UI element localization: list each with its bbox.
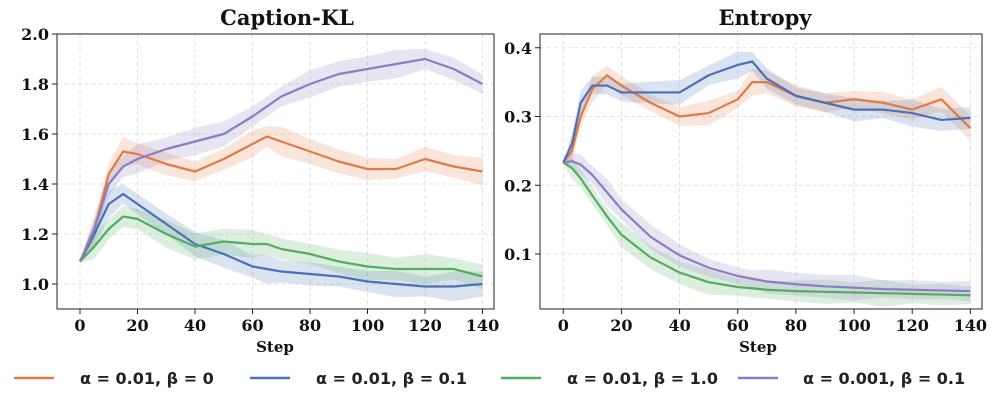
entropy-xlabel: Step	[739, 338, 777, 356]
x-tick-label: 0	[74, 316, 85, 335]
caption-kl-frame	[56, 33, 495, 310]
legend-item: α = 0.01, β = 0	[14, 369, 214, 388]
series-band	[80, 184, 483, 302]
caption-kl-title: Caption-KL	[220, 5, 354, 30]
legend-label: α = 0.01, β = 1.0	[567, 369, 718, 388]
legend-label: α = 0.01, β = 0	[80, 369, 214, 388]
y-tick-label: 1.6	[21, 125, 49, 144]
caption-kl-y-ticks: 1.0 1.2 1.4 1.6 1.8 2.0	[21, 25, 57, 294]
entropy-x-ticks: 0 20 40 60 80 100 120 140	[558, 309, 987, 335]
entropy-y-ticks: 0.1 0.2 0.3 0.4	[504, 39, 540, 264]
legend-label: α = 0.001, β = 0.1	[803, 369, 965, 388]
x-tick-label: 120	[408, 316, 441, 335]
y-tick-label: 1.0	[21, 275, 49, 294]
x-tick-label: 100	[837, 316, 870, 335]
series-line	[562, 74, 972, 164]
entropy-lines	[562, 60, 972, 297]
series-line	[562, 60, 971, 164]
series-line	[78, 57, 484, 262]
series-line	[563, 160, 971, 293]
caption-kl-bands	[80, 49, 483, 302]
y-tick-label: 0.2	[504, 176, 532, 195]
y-tick-label: 0.1	[504, 245, 532, 264]
series-band	[563, 51, 971, 164]
x-tick-label: 60	[241, 316, 263, 335]
y-tick-label: 1.4	[21, 175, 49, 194]
x-tick-label: 100	[351, 316, 384, 335]
y-tick-label: 0.3	[504, 108, 532, 127]
legend-item: α = 0.01, β = 1.0	[501, 369, 718, 388]
entropy-grid	[540, 34, 982, 309]
x-tick-label: 40	[184, 316, 206, 335]
x-tick-label: 120	[896, 316, 929, 335]
caption-kl-panel: Caption-KL 0 20 40 60 80 100 120 140 1.01.21.41…	[21, 5, 499, 356]
series-band	[563, 157, 971, 307]
series-line	[79, 192, 483, 288]
y-tick-label: 1.2	[21, 225, 49, 244]
legend-item: α = 0.01, β = 0.1	[250, 369, 467, 388]
x-tick-label: 0	[558, 316, 569, 335]
series-band	[563, 152, 971, 302]
series-line	[78, 135, 483, 262]
y-tick-label: 2.0	[21, 25, 49, 44]
entropy-panel: Entropy 0 20 40 60 80 100 120 140 0.10.20.30.4 …	[504, 5, 987, 356]
entropy-frame	[539, 33, 983, 310]
x-tick-label: 40	[668, 316, 690, 335]
y-tick-label: 0.4	[504, 39, 532, 58]
caption-kl-lines	[78, 57, 484, 288]
x-tick-label: 20	[126, 316, 148, 335]
y-tick-label: 1.8	[21, 75, 49, 94]
x-tick-label: 80	[785, 316, 807, 335]
x-tick-label: 20	[610, 316, 632, 335]
x-tick-label: 60	[727, 316, 749, 335]
entropy-bands	[563, 51, 971, 307]
series-line	[79, 215, 483, 278]
x-tick-label: 80	[299, 316, 321, 335]
series-band	[563, 65, 971, 164]
entropy-title: Entropy	[719, 5, 813, 30]
x-tick-label: 140	[954, 316, 987, 335]
legend-item: α = 0.001, β = 0.1	[738, 369, 965, 388]
caption-kl-xlabel: Step	[256, 338, 294, 356]
legend: α = 0.01, β = 0 α = 0.01, β = 0.1 α = 0.…	[14, 369, 965, 388]
series-band	[80, 49, 483, 263]
caption-kl-x-ticks: 0 20 40 60 80 100 120 140	[74, 309, 499, 335]
x-tick-label: 140	[466, 316, 499, 335]
series-line	[562, 161, 971, 297]
series-band	[80, 126, 483, 263]
legend-label: α = 0.01, β = 0.1	[316, 369, 467, 388]
